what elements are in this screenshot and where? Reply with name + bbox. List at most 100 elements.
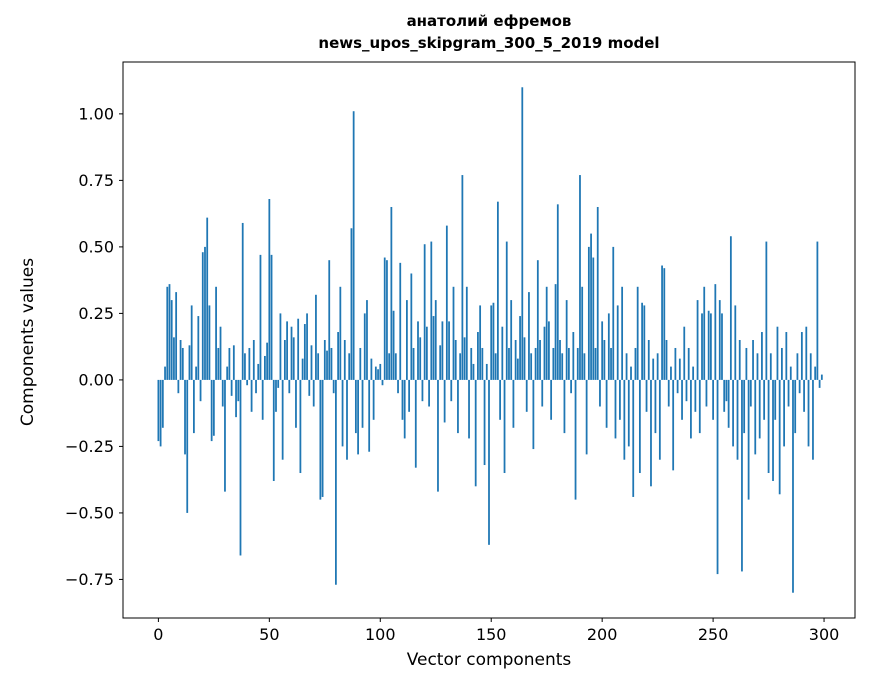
bar bbox=[472, 363, 475, 380]
bar bbox=[516, 358, 519, 380]
bar bbox=[319, 379, 322, 500]
bar bbox=[339, 286, 342, 380]
bar bbox=[561, 353, 564, 380]
bar bbox=[244, 353, 246, 380]
bar bbox=[330, 347, 333, 380]
bar bbox=[448, 321, 450, 380]
bar bbox=[692, 366, 695, 380]
bar bbox=[672, 379, 675, 471]
bar bbox=[383, 257, 386, 380]
bar bbox=[716, 379, 719, 575]
bar bbox=[789, 366, 792, 380]
bar bbox=[321, 379, 324, 497]
bar bbox=[820, 374, 823, 380]
bar bbox=[574, 379, 577, 500]
bar bbox=[776, 326, 779, 380]
bar bbox=[354, 379, 357, 434]
bar bbox=[193, 379, 195, 434]
y-tick-label: −0.75 bbox=[65, 570, 114, 589]
bar bbox=[612, 246, 615, 380]
bar bbox=[781, 347, 783, 380]
bar bbox=[734, 305, 737, 380]
bar bbox=[818, 379, 821, 388]
plot-frame bbox=[122, 61, 856, 619]
bar bbox=[763, 379, 766, 420]
bar bbox=[301, 358, 304, 380]
bar bbox=[459, 353, 462, 380]
bar bbox=[279, 313, 282, 380]
bar bbox=[683, 326, 686, 380]
chart-title-line1: анатолий ефремов bbox=[406, 12, 572, 30]
bar bbox=[272, 379, 275, 481]
bar bbox=[661, 265, 663, 380]
bar bbox=[587, 246, 590, 380]
bar bbox=[550, 379, 553, 420]
bar bbox=[341, 379, 344, 447]
bar bbox=[212, 379, 215, 436]
bar bbox=[703, 286, 706, 380]
bar bbox=[290, 326, 293, 380]
bar bbox=[239, 379, 242, 556]
bar bbox=[592, 257, 595, 380]
bar bbox=[658, 379, 661, 460]
bar bbox=[315, 294, 317, 380]
bar bbox=[463, 337, 466, 380]
bar bbox=[749, 379, 752, 407]
bar bbox=[729, 236, 732, 380]
bar bbox=[654, 379, 657, 434]
bar bbox=[219, 326, 222, 380]
bar bbox=[596, 206, 599, 380]
bar bbox=[638, 379, 641, 474]
bar bbox=[164, 366, 166, 380]
bar bbox=[747, 379, 750, 500]
bar bbox=[594, 347, 597, 380]
bar bbox=[443, 379, 446, 423]
bar bbox=[326, 350, 328, 380]
bar bbox=[394, 353, 397, 380]
bar bbox=[652, 358, 655, 380]
bar bbox=[410, 273, 413, 380]
bar bbox=[439, 345, 442, 380]
bar bbox=[235, 379, 237, 418]
bar bbox=[421, 379, 424, 402]
chart-title-line2: news_upos_skipgram_300_5_2019 model bbox=[318, 34, 660, 52]
bar bbox=[530, 353, 533, 380]
bar bbox=[590, 233, 592, 380]
bar bbox=[363, 313, 366, 380]
bar bbox=[379, 363, 382, 380]
bar bbox=[332, 379, 335, 394]
bar bbox=[632, 379, 635, 497]
bar bbox=[277, 379, 280, 388]
bar bbox=[783, 379, 785, 447]
x-tick-label: 50 bbox=[259, 625, 279, 644]
bar bbox=[767, 379, 770, 474]
bar bbox=[181, 347, 184, 380]
bar bbox=[800, 332, 803, 380]
bar bbox=[350, 228, 353, 380]
x-tick-label: 200 bbox=[587, 625, 618, 644]
bar bbox=[499, 379, 501, 420]
bar bbox=[437, 379, 439, 492]
bar bbox=[428, 379, 430, 407]
bar bbox=[177, 379, 180, 394]
bar bbox=[621, 286, 624, 380]
bar bbox=[352, 111, 355, 380]
bar bbox=[266, 342, 269, 380]
bar bbox=[581, 286, 584, 380]
bar bbox=[348, 353, 351, 380]
bar bbox=[403, 379, 406, 439]
bar bbox=[765, 241, 768, 380]
bar bbox=[492, 302, 495, 380]
bar bbox=[441, 321, 444, 380]
bar bbox=[168, 284, 171, 380]
bar bbox=[732, 379, 734, 447]
bar bbox=[674, 347, 677, 380]
bar bbox=[541, 379, 544, 407]
bar bbox=[419, 337, 422, 380]
bar bbox=[241, 222, 244, 380]
bar bbox=[694, 379, 697, 412]
bar bbox=[432, 316, 435, 380]
bar bbox=[636, 286, 639, 380]
bar bbox=[230, 379, 233, 396]
